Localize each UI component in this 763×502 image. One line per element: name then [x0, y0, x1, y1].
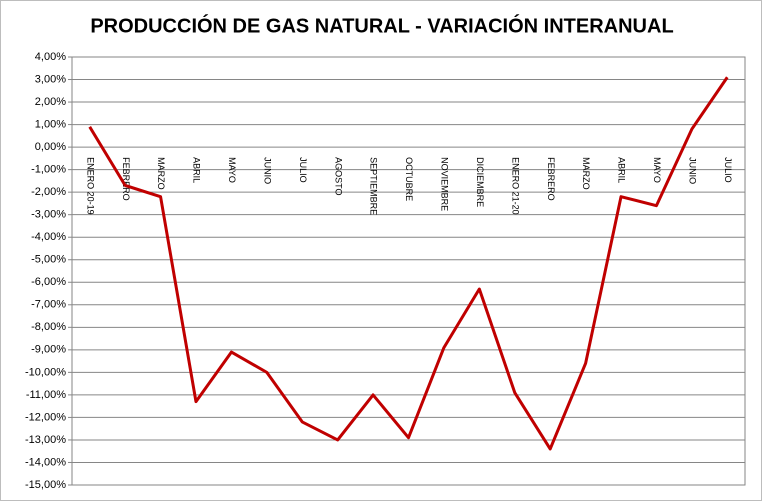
y-tick-label: -7,00%	[31, 299, 66, 311]
y-tick-label: -2,00%	[31, 186, 66, 198]
x-tick-label: MARZO	[156, 157, 166, 190]
y-tick-label: -3,00%	[31, 209, 66, 221]
y-tick-label: -6,00%	[31, 276, 66, 288]
y-tick-label: -10,00%	[25, 366, 66, 378]
y-tick-label: -4,00%	[31, 231, 66, 243]
y-tick-label: 4,00%	[35, 51, 66, 63]
y-tick-label: -11,00%	[26, 389, 66, 401]
x-tick-label: ENERO 21-20	[510, 157, 520, 215]
x-tick-label: ABRIL	[192, 157, 202, 183]
x-tick-label: NOVIEMBRE	[440, 157, 450, 211]
chart-title: PRODUCCIÓN DE GAS NATURAL - VARIACIÓN IN…	[90, 13, 673, 37]
x-tick-label: OCTUBRE	[404, 157, 414, 201]
plot-area-border	[71, 56, 746, 486]
x-tick-label: JULIO	[723, 157, 733, 183]
x-tick-label: JULIO	[298, 157, 308, 183]
y-tick-label: -14,00%	[25, 456, 66, 468]
x-tick-label: JUNIO	[687, 157, 697, 184]
y-tick-label: -13,00%	[25, 434, 66, 446]
x-tick-label: SEPTIEMBRE	[369, 157, 379, 215]
y-tick-label: 0,00%	[35, 141, 66, 153]
y-tick-label: -8,00%	[31, 321, 66, 333]
y-tick-label: 3,00%	[35, 73, 66, 85]
y-tick-label: 2,00%	[35, 96, 66, 108]
x-tick-label: JUNIO	[262, 157, 272, 184]
y-tick-label: -9,00%	[31, 344, 66, 356]
y-tick-label: 1,00%	[35, 118, 66, 130]
x-tick-label: MAYO	[652, 157, 662, 183]
x-tick-label: MARZO	[581, 157, 591, 190]
y-tick-label: -15,00%	[25, 479, 66, 491]
x-tick-label: ENERO 20-19	[85, 157, 95, 215]
x-tick-label: FEBRERO	[121, 157, 131, 201]
x-tick-label: FEBRERO	[546, 157, 556, 201]
y-tick-label: -12,00%	[25, 411, 66, 423]
data-line	[88, 76, 729, 451]
x-tick-label: ABRIL	[617, 157, 627, 183]
x-tick-label: AGOSTO	[333, 157, 343, 195]
y-tick-label: -5,00%	[31, 254, 66, 266]
y-tick-label: -1,00%	[31, 164, 66, 176]
x-tick-label: DICIEMBRE	[475, 157, 485, 207]
x-tick-label: MAYO	[227, 157, 237, 183]
